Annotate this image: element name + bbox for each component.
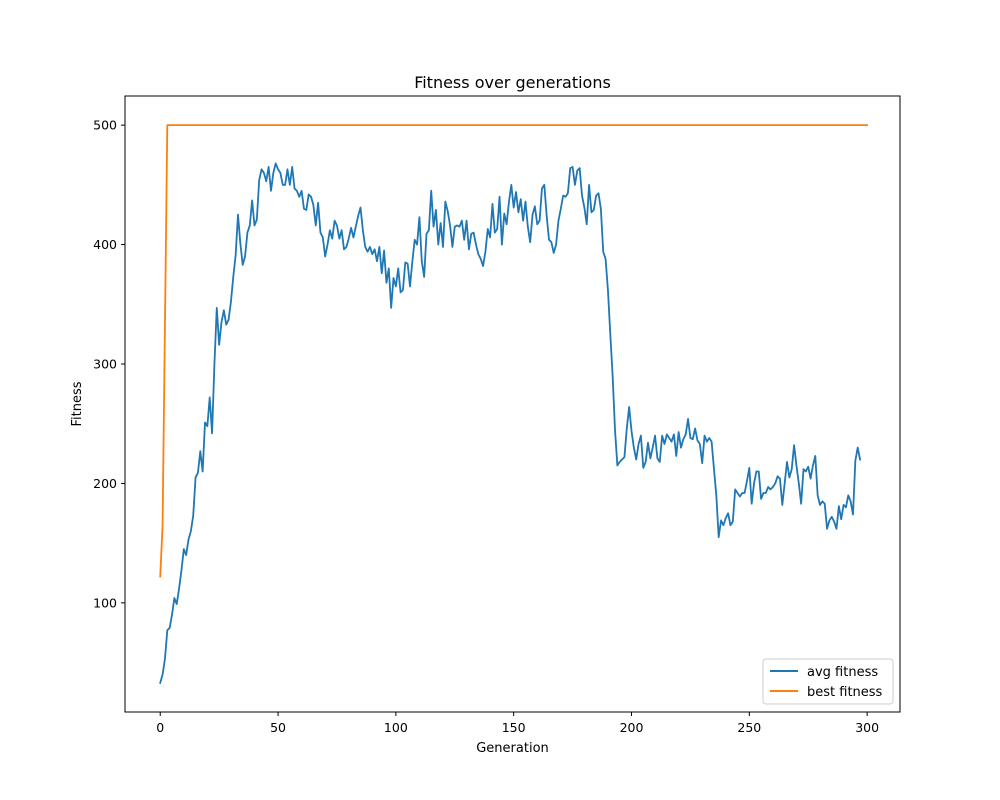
series-line-avg-fitness bbox=[159, 162, 862, 684]
x-tick-label: 50 bbox=[270, 720, 286, 735]
x-axis-label: Generation bbox=[476, 741, 549, 756]
y-axis-label: Fitness bbox=[70, 381, 85, 426]
plot-area bbox=[124, 95, 901, 713]
x-tick-label: 0 bbox=[156, 720, 164, 735]
legend: avg fitness best fitness bbox=[762, 658, 894, 705]
x-axis-ticks: 0 50 100 150 200 250 300 bbox=[156, 712, 879, 735]
y-tick-label: 500 bbox=[93, 118, 117, 133]
x-tick-label: 100 bbox=[384, 720, 408, 735]
y-tick-label: 400 bbox=[93, 237, 117, 252]
x-tick-label: 200 bbox=[620, 720, 644, 735]
plot-frame bbox=[124, 95, 901, 713]
y-tick-label: 100 bbox=[93, 595, 117, 610]
legend-label-best-fitness: best fitness bbox=[807, 685, 883, 700]
x-tick-label: 300 bbox=[855, 720, 879, 735]
y-axis-ticks: 100 200 300 400 500 bbox=[93, 118, 125, 610]
x-tick-label: 150 bbox=[502, 720, 526, 735]
y-tick-label: 300 bbox=[93, 356, 117, 371]
x-tick-label: 250 bbox=[737, 720, 761, 735]
series-layer bbox=[159, 124, 869, 684]
series-line-best-fitness bbox=[159, 124, 869, 578]
legend-label-avg-fitness: avg fitness bbox=[807, 665, 878, 680]
chart-title: Fitness over generations bbox=[414, 73, 611, 92]
y-tick-label: 200 bbox=[93, 476, 117, 491]
